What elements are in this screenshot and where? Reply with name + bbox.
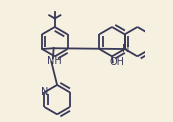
Text: N: N	[41, 87, 49, 97]
Text: OH: OH	[110, 57, 125, 67]
Text: NH: NH	[47, 56, 61, 66]
Text: N: N	[122, 45, 129, 55]
